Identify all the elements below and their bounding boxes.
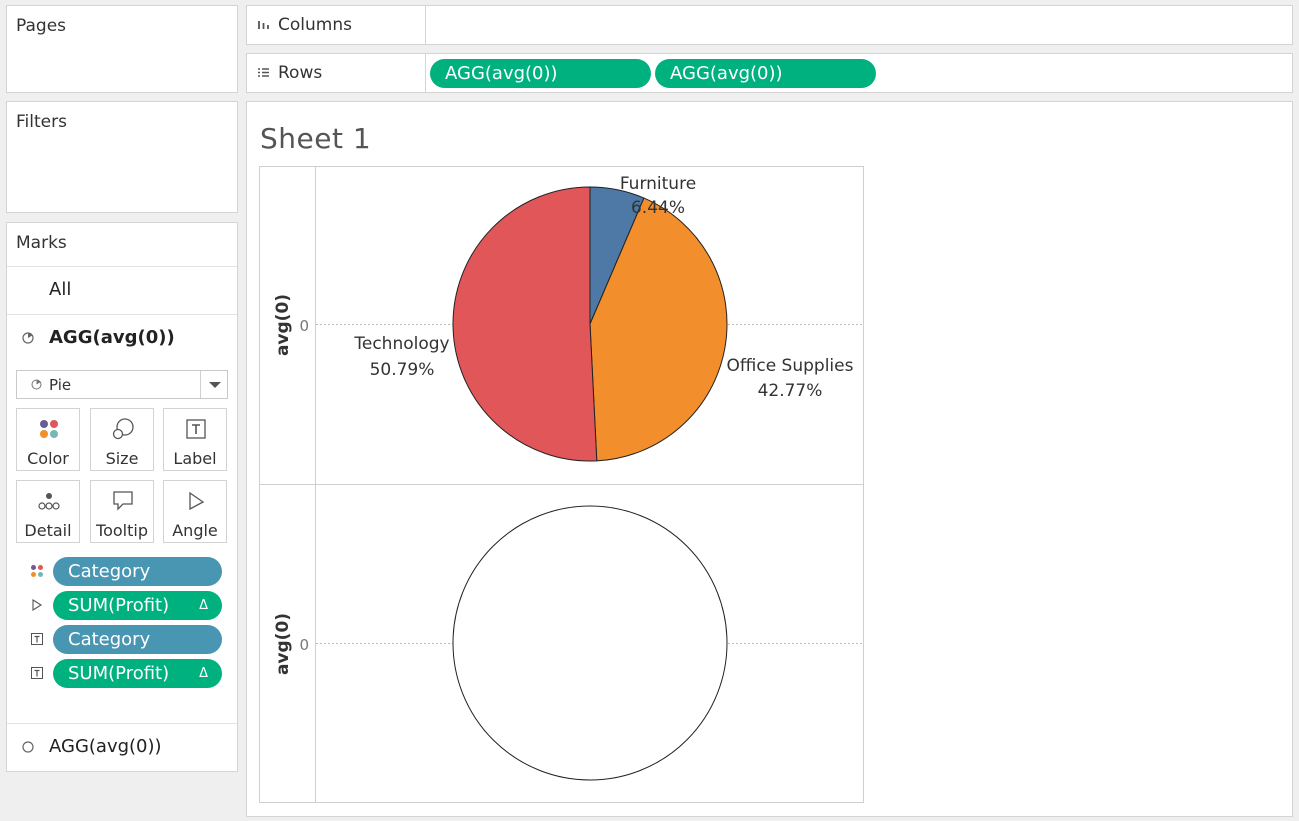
- filters-title: Filters: [16, 112, 67, 132]
- field-pill-label: Category: [68, 629, 151, 650]
- color-dots-icon: [40, 420, 58, 438]
- axis-tick-2: 0: [299, 636, 309, 654]
- field-pill-label: SUM(Profit): [68, 595, 170, 616]
- mark-type-dropdown[interactable]: Pie: [16, 370, 228, 399]
- slice-label-technology-value: 50.79%: [370, 360, 435, 380]
- rows-icon: [258, 68, 269, 77]
- pages-shelf[interactable]: Pages: [6, 5, 238, 93]
- rows-pill-label: AGG(avg(0)): [670, 63, 783, 84]
- tooltip-icon: [113, 491, 133, 511]
- detail-card[interactable]: Detail: [16, 480, 80, 543]
- size-card-label: Size: [105, 449, 139, 468]
- angle-icon: [32, 599, 43, 611]
- columns-label: Columns: [278, 15, 352, 35]
- marks-all-row[interactable]: All: [7, 266, 237, 314]
- marks-active-label: AGG(avg(0)): [49, 327, 175, 348]
- angle-card[interactable]: Angle: [163, 480, 227, 543]
- slice-label-office-name: Office Supplies: [727, 356, 854, 376]
- delta-icon: Δ: [199, 666, 208, 681]
- rows-shelf-label: Rows: [247, 54, 426, 92]
- columns-icon: [258, 21, 269, 29]
- chevron-down-icon[interactable]: [200, 371, 227, 398]
- columns-shelf-label: Columns: [247, 6, 426, 44]
- pie-slice-technology[interactable]: [452, 186, 598, 462]
- label-icon: [31, 633, 43, 645]
- detail-icon: [38, 493, 60, 510]
- marks-second-label: AGG(avg(0)): [49, 736, 162, 757]
- tooltip-card-label: Tooltip: [96, 521, 148, 540]
- rows-label: Rows: [278, 63, 323, 83]
- detail-card-label: Detail: [24, 521, 72, 540]
- filters-shelf[interactable]: Filters: [6, 101, 238, 213]
- rows-shelf[interactable]: Rows AGG(avg(0)) AGG(avg(0)): [246, 53, 1293, 93]
- slice-label-technology-name: Technology: [353, 334, 449, 354]
- color-card[interactable]: Color: [16, 408, 80, 471]
- field-pill-category-label[interactable]: Category: [53, 625, 222, 654]
- columns-shelf[interactable]: Columns: [246, 5, 1293, 45]
- delta-icon: Δ: [199, 598, 208, 613]
- marks-title: Marks: [16, 233, 67, 253]
- marks-second-row[interactable]: AGG(avg(0)): [7, 723, 237, 771]
- label-icon: [186, 419, 206, 439]
- slice-label-furniture-name: Furniture: [620, 174, 696, 194]
- marks-active-row[interactable]: AGG(avg(0)): [7, 314, 237, 362]
- label-card-label: Label: [173, 449, 217, 468]
- angle-icon: [189, 491, 205, 511]
- color-dots-icon: [31, 565, 43, 577]
- mark-type-value: Pie: [49, 376, 72, 394]
- size-icon: [112, 418, 134, 440]
- view-area: Sheet 1 avg(0) 0 avg(0) 0 Furniture 6.44…: [246, 101, 1293, 817]
- rows-pill-1[interactable]: AGG(avg(0)): [430, 59, 651, 88]
- pie-icon: [22, 332, 34, 344]
- circle-icon: [22, 741, 34, 753]
- marks-card: Marks All AGG(avg(0)) Pie Color Size: [6, 222, 238, 772]
- field-pill-profit-label[interactable]: SUM(Profit) Δ: [53, 659, 222, 688]
- axis-title-2: avg(0): [273, 613, 293, 675]
- pie-icon: [31, 379, 42, 390]
- marks-all-label: All: [49, 279, 72, 300]
- pie-chart-view: avg(0) 0 avg(0) 0 Furniture 6.44% Office…: [259, 166, 864, 803]
- rows-pill-2[interactable]: AGG(avg(0)): [655, 59, 876, 88]
- axis-tick-1: 0: [299, 317, 309, 335]
- angle-card-label: Angle: [172, 521, 218, 540]
- field-pill-category-color[interactable]: Category: [53, 557, 222, 586]
- label-card[interactable]: Label: [163, 408, 227, 471]
- size-card[interactable]: Size: [90, 408, 154, 471]
- slice-label-office-value: 42.77%: [758, 381, 823, 401]
- label-icon: [31, 667, 43, 679]
- tooltip-card[interactable]: Tooltip: [90, 480, 154, 543]
- rows-pill-label: AGG(avg(0)): [445, 63, 558, 84]
- pie-chart-1: [452, 186, 728, 462]
- axis-title-1: avg(0): [273, 294, 293, 356]
- field-pill-label: SUM(Profit): [68, 663, 170, 684]
- pages-title: Pages: [16, 16, 67, 36]
- field-pill-label: Category: [68, 561, 151, 582]
- color-card-label: Color: [27, 449, 69, 468]
- slice-label-furniture-value: 6.44%: [631, 198, 685, 218]
- field-pill-profit-angle[interactable]: SUM(Profit) Δ: [53, 591, 222, 620]
- pie-chart-2-empty: [452, 505, 728, 781]
- pie-slice-office-supplies[interactable]: [589, 197, 728, 462]
- sheet-title: Sheet 1: [260, 122, 372, 155]
